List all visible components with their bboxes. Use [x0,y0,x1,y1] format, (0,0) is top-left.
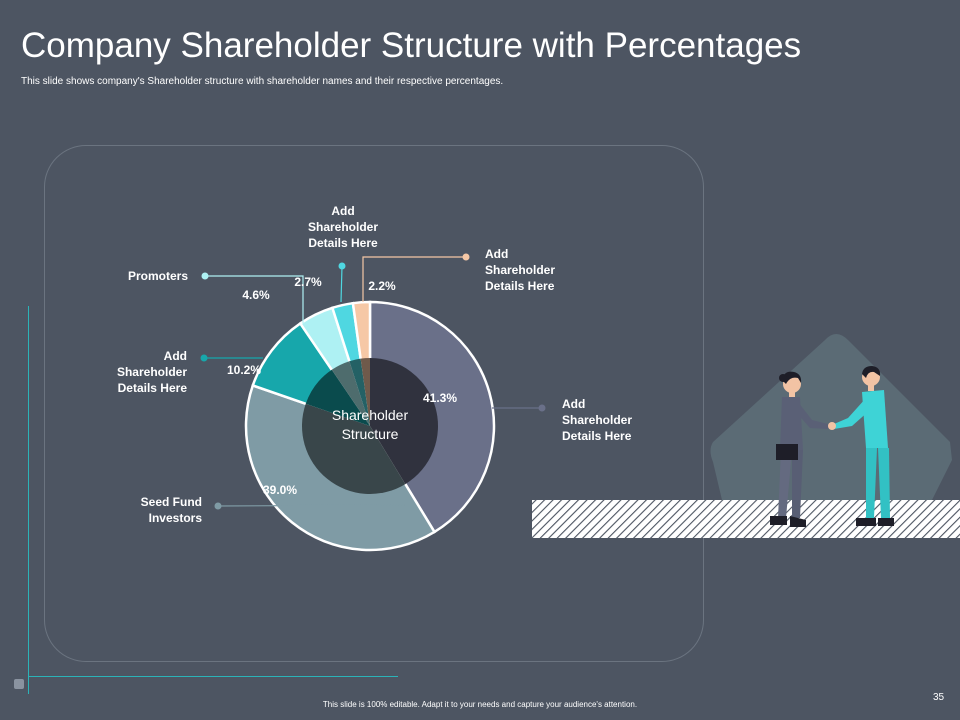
leader-dot-4 [201,272,209,280]
data-label-1: 41.3% [423,391,457,405]
slice-name-2: Seed Fund Investors [141,495,203,525]
slice-name-6: Add Shareholder Details Here [485,247,555,293]
slice-name-1: Add Shareholder Details Here [562,397,632,443]
slice-name-3-line-2: Shareholder [117,365,187,379]
slice-name-5-line-1: Add [331,204,354,218]
slice-name-4: Promoters [128,269,188,283]
data-label-5: 2.7% [294,275,322,289]
leader-line-6 [362,256,466,302]
slice-name-5-line-3: Details Here [308,236,378,250]
accent-horizontal-line [28,676,398,677]
inner-slice-6 [360,358,370,426]
center-label-line-2: Structure [342,426,399,442]
inner-slice-3 [305,369,370,426]
slice-name-5: Add Shareholder Details Here [308,204,378,250]
handshake-illustration [532,334,960,538]
leader-dot-5 [338,262,346,270]
inner-slice-2 [301,403,406,494]
accent-vertical-line [28,306,29,694]
footer-note: This slide is 100% editable. Adapt it to… [322,700,638,709]
slice-name-6-line-3: Details Here [485,279,555,293]
page-number: 35 [933,692,945,703]
slice-name-1-line-3: Details Here [562,429,632,443]
slice-name-5-line-2: Shareholder [308,220,378,234]
leader-dot-6 [462,253,470,261]
data-label-4: 4.6% [242,288,270,302]
slice-name-3: Add Shareholder Details Here [117,349,187,395]
slice-name-1-line-2: Shareholder [562,413,632,427]
leader-line-5 [340,265,343,303]
inner-slice-1 [370,358,438,485]
slice-name-3-line-3: Details Here [118,381,188,395]
slice-name-1-line-1: Add [562,397,585,411]
leader-dot-2 [214,502,222,510]
leader-dot-1 [538,404,546,412]
inner-slice-4 [331,361,370,426]
slice-name-6-line-2: Shareholder [485,263,555,277]
inner-slice-5 [349,358,370,426]
data-label-6: 2.2% [368,279,396,293]
data-label-2: 39.0% [263,483,297,497]
slice-name-3-line-1: Add [164,349,187,363]
leader-line-2 [217,504,406,507]
slice-name-6-line-1: Add [485,247,508,261]
slice-name-2-line-1: Seed Fund [141,495,202,509]
slice-name-4-line-1: Promoters [128,269,188,283]
page-subtitle: This slide shows company's Shareholder s… [21,76,504,87]
leader-dot-3 [200,354,208,362]
accent-square [14,679,24,689]
leader-line-4 [205,275,304,323]
slice-name-2-line-2: Investors [149,511,203,525]
data-label-3: 10.2% [227,363,261,377]
chart-panel [44,145,704,662]
page-title: Company Shareholder Structure with Perce… [21,26,802,65]
center-label-line-1: Shareholder [332,407,409,423]
